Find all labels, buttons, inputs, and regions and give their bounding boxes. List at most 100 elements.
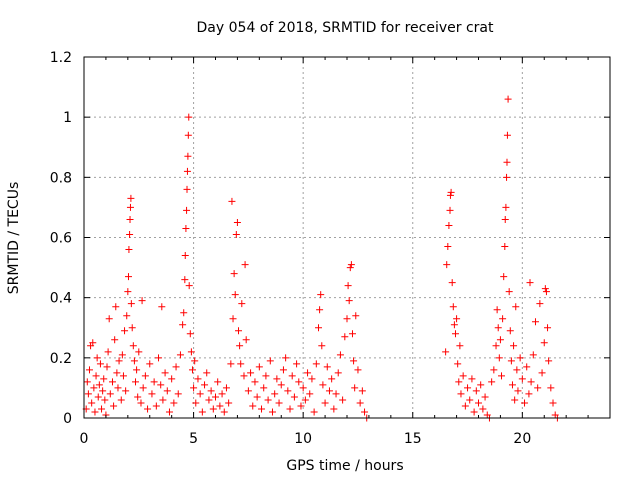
data-point	[445, 221, 453, 229]
data-point	[295, 378, 303, 386]
data-point	[503, 173, 511, 181]
data-point	[176, 351, 184, 359]
data-point	[343, 315, 351, 323]
data-point	[459, 372, 467, 380]
data-point	[510, 342, 518, 350]
data-point	[190, 384, 198, 392]
data-point	[321, 399, 329, 407]
data-point	[512, 303, 520, 311]
data-point	[304, 369, 312, 377]
data-point	[500, 273, 508, 281]
data-point	[114, 384, 122, 392]
data-point	[347, 261, 355, 269]
data-point	[233, 218, 241, 226]
x-tick-label: 20	[513, 431, 531, 447]
data-point	[456, 342, 464, 350]
data-point	[264, 396, 272, 404]
data-point	[115, 357, 123, 365]
data-point	[308, 375, 316, 383]
data-point	[502, 203, 510, 211]
data-point	[494, 324, 502, 332]
data-point	[198, 408, 206, 416]
data-point	[106, 390, 114, 398]
data-point	[527, 378, 535, 386]
x-tick-label: 15	[404, 431, 422, 447]
data-point	[282, 354, 290, 362]
data-point	[345, 297, 353, 305]
data-point	[481, 393, 489, 401]
data-point	[119, 372, 127, 380]
data-point	[132, 378, 140, 386]
data-point	[125, 246, 133, 254]
data-point	[242, 336, 250, 344]
y-tick-label: 1.2	[50, 50, 72, 66]
data-point	[148, 390, 156, 398]
data-point	[165, 408, 173, 416]
data-point	[354, 366, 362, 374]
data-point	[94, 393, 102, 401]
data-point	[316, 306, 324, 314]
y-tick-label: 0.8	[50, 170, 72, 186]
data-point	[137, 399, 145, 407]
data-point	[126, 230, 134, 238]
data-point	[549, 399, 557, 407]
data-point	[501, 215, 509, 223]
data-point	[505, 288, 513, 296]
data-point	[286, 405, 294, 413]
y-tick-label: 0.2	[50, 351, 72, 367]
data-point	[158, 303, 166, 311]
data-point	[146, 360, 154, 368]
data-point	[194, 375, 202, 383]
data-point	[468, 375, 476, 383]
data-point	[222, 384, 230, 392]
data-point	[453, 315, 461, 323]
data-point	[544, 324, 552, 332]
data-point	[499, 315, 507, 323]
data-point	[92, 372, 100, 380]
data-point	[356, 399, 364, 407]
data-point	[253, 393, 261, 401]
data-point	[442, 348, 450, 356]
data-point	[244, 387, 252, 395]
data-point	[183, 206, 191, 214]
data-point	[325, 387, 333, 395]
data-point	[503, 158, 511, 166]
data-point	[127, 300, 135, 308]
data-point	[161, 369, 169, 377]
data-point	[255, 363, 263, 371]
data-point	[545, 357, 553, 365]
data-point	[183, 167, 191, 175]
data-point	[123, 312, 131, 320]
data-point	[209, 405, 217, 413]
data-point	[475, 399, 482, 407]
data-point	[99, 387, 107, 395]
data-point	[319, 381, 327, 389]
data-point	[180, 309, 188, 317]
data-point	[108, 378, 116, 386]
y-axis-label: SRMTID / TECUs	[6, 182, 22, 295]
data-point	[443, 261, 451, 269]
data-point	[170, 399, 178, 407]
data-point	[240, 372, 248, 380]
data-point	[172, 363, 180, 371]
data-point	[89, 339, 97, 347]
data-point	[110, 402, 118, 410]
data-point	[472, 387, 480, 395]
data-point	[299, 384, 307, 392]
data-point	[236, 342, 244, 350]
data-point	[534, 384, 542, 392]
data-point	[181, 276, 189, 284]
data-point	[521, 399, 529, 407]
data-point	[231, 291, 239, 299]
data-point	[451, 330, 459, 338]
data-point	[277, 381, 285, 389]
data-point	[332, 390, 340, 398]
y-tick-label: 0	[63, 411, 72, 427]
data-point	[477, 381, 485, 389]
data-point	[128, 324, 136, 332]
data-point	[191, 357, 199, 365]
data-point	[241, 261, 249, 269]
data-point	[192, 399, 200, 407]
data-point	[446, 206, 454, 214]
